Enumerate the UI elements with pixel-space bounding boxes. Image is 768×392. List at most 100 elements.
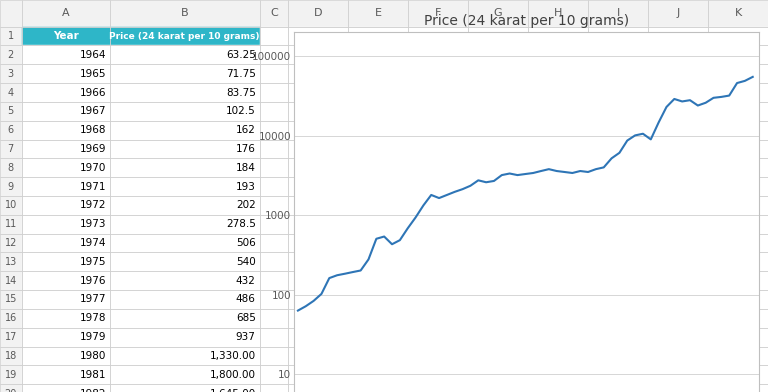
Bar: [0, 365, 22, 384]
Bar: [348, 347, 408, 365]
Bar: [22, 27, 110, 45]
Bar: [110, 290, 260, 309]
Bar: [528, 271, 588, 290]
Bar: [528, 196, 588, 215]
Bar: [528, 140, 588, 158]
Bar: [260, 271, 288, 290]
Bar: [648, 140, 708, 158]
Bar: [408, 140, 468, 158]
Bar: [348, 45, 408, 64]
Bar: [22, 121, 110, 140]
Bar: [408, 215, 468, 234]
Bar: [288, 196, 348, 215]
Bar: [708, 309, 768, 328]
Text: 16: 16: [5, 313, 17, 323]
Bar: [348, 290, 408, 309]
Bar: [468, 64, 528, 83]
Bar: [528, 347, 588, 365]
Bar: [110, 234, 260, 252]
Text: 83.75: 83.75: [226, 87, 256, 98]
Bar: [528, 27, 588, 45]
Text: F: F: [435, 8, 441, 18]
Bar: [0, 309, 22, 328]
Text: 17: 17: [5, 332, 17, 342]
Bar: [260, 158, 288, 177]
Bar: [288, 271, 348, 290]
Bar: [22, 234, 110, 252]
Bar: [110, 158, 260, 177]
Bar: [260, 309, 288, 328]
Bar: [468, 215, 528, 234]
Bar: [468, 177, 528, 196]
Bar: [0, 234, 22, 252]
Bar: [0, 252, 22, 271]
Bar: [528, 290, 588, 309]
Bar: [0, 121, 22, 140]
Bar: [22, 177, 110, 196]
Bar: [22, 384, 110, 392]
Bar: [348, 83, 408, 102]
Bar: [348, 196, 408, 215]
Bar: [110, 309, 260, 328]
Bar: [528, 347, 588, 365]
Bar: [708, 365, 768, 384]
Text: E: E: [375, 8, 382, 18]
Bar: [588, 102, 648, 121]
Bar: [22, 140, 110, 158]
Bar: [110, 196, 260, 215]
Bar: [468, 27, 528, 45]
Bar: [408, 140, 468, 158]
Text: 10: 10: [5, 200, 17, 211]
Bar: [288, 140, 348, 158]
Bar: [288, 196, 348, 215]
Bar: [110, 215, 260, 234]
Bar: [0, 365, 22, 384]
Bar: [288, 384, 348, 392]
Bar: [22, 215, 110, 234]
Bar: [468, 83, 528, 102]
Bar: [528, 309, 588, 328]
Bar: [22, 64, 110, 83]
Bar: [0, 64, 22, 83]
Bar: [468, 27, 528, 45]
Bar: [408, 234, 468, 252]
Bar: [648, 102, 708, 121]
Bar: [288, 102, 348, 121]
Bar: [708, 121, 768, 140]
Bar: [708, 45, 768, 64]
Bar: [348, 196, 408, 215]
Bar: [708, 140, 768, 158]
Bar: [648, 365, 708, 384]
Text: 63.25: 63.25: [226, 50, 256, 60]
Bar: [648, 196, 708, 215]
Bar: [588, 384, 648, 392]
Bar: [348, 271, 408, 290]
Bar: [260, 384, 288, 392]
Bar: [588, 45, 648, 64]
Bar: [110, 365, 260, 384]
Bar: [0, 215, 22, 234]
Bar: [708, 0, 768, 27]
Bar: [528, 365, 588, 384]
Bar: [22, 290, 110, 309]
Bar: [0, 347, 22, 365]
Bar: [260, 365, 288, 384]
Bar: [260, 102, 288, 121]
Bar: [288, 0, 348, 27]
Bar: [22, 234, 110, 252]
Bar: [708, 0, 768, 27]
Bar: [260, 252, 288, 271]
Text: 11: 11: [5, 219, 17, 229]
Bar: [648, 290, 708, 309]
Bar: [348, 309, 408, 328]
Bar: [708, 140, 768, 158]
Bar: [408, 27, 468, 45]
Bar: [648, 121, 708, 140]
Bar: [648, 0, 708, 27]
Bar: [528, 271, 588, 290]
Text: 540: 540: [236, 257, 256, 267]
Bar: [348, 309, 408, 328]
Bar: [348, 83, 408, 102]
Bar: [468, 234, 528, 252]
Bar: [708, 64, 768, 83]
